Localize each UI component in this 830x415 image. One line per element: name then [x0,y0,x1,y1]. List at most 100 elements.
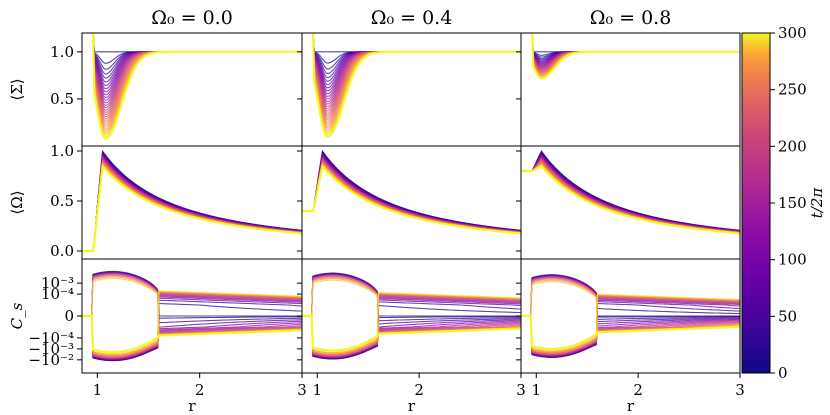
series-line-t72 [312,33,521,89]
series-line-t238 [82,315,302,357]
column-title-1: Ω₀ = 0.4 [371,7,453,29]
colorbar-tick-label: 250 [778,81,807,99]
x-tick-label: 3 [297,381,307,399]
panel-sigma-col2 [516,32,741,147]
colorbar-tick-label: 50 [778,307,797,325]
column-title-2: Ω₀ = 0.8 [590,7,672,29]
column-titles: Ω₀ = 0.0 Ω₀ = 0.4 Ω₀ = 0.8 [151,7,671,29]
series-line-t41 [302,151,521,232]
series-line-t166 [82,293,302,359]
y-tick-label: 10⁻⁴ [41,285,74,303]
series-line-t0 [302,149,521,231]
series-line-t0 [531,33,740,53]
series-group [531,33,740,80]
series-line-t300 [92,33,302,140]
x-tick-label: 2 [195,381,205,399]
series-group [311,33,521,138]
series-line-t124 [82,272,302,317]
panel-grid: 0.51.00.00.51.010⁻³10⁻⁴0−10⁻⁴−10⁻³−10⁻²1… [28,32,745,399]
colorbar-ticks: 0 50 100 150 200 250 300 [770,24,807,382]
panel-cs-col1: 1 2 3 [297,258,526,399]
series-group [82,149,302,253]
series-line-t31 [521,151,740,232]
panel-omega-col2 [516,145,741,260]
series-line-t93 [82,272,302,331]
panel-frame [81,145,303,260]
y-tick-label: 0.5 [50,90,74,108]
series-line-t300 [302,314,521,352]
series-line-t155 [82,273,302,333]
series-line-t0 [521,150,740,231]
series-line-t10 [92,33,302,64]
y-tick-label: 0 [64,307,74,325]
series-line-t10 [302,150,521,231]
series-line-t10 [312,33,521,64]
row-labels: ⟨Σ⟩ ⟨Ω⟩ C_s [8,78,26,329]
panel-cs-col2: 1 2 3 [516,258,745,399]
series-line-t300 [521,164,740,235]
series-line-t300 [531,33,740,80]
series-line-t124 [302,274,521,317]
colorbar-gradient [742,33,770,373]
colorbar-tick-label: 100 [778,251,807,269]
series-line-t155 [521,276,740,330]
row-label-cs: C_s [8,302,26,329]
panel-frame [520,32,741,147]
y-tick-label: −10⁻³ [28,340,74,358]
y-tick-label: 10⁻³ [41,274,74,292]
panel-sigma-col0: 0.5 1.0 [50,32,303,147]
y-tick-label: 1.0 [50,43,74,61]
x-tick-label: 1 [93,381,103,399]
column-title-0: Ω₀ = 0.0 [151,7,233,29]
panel-omega-col0: 0.0 0.5 1.0 [50,142,303,260]
series-line-t124 [521,276,740,317]
series-line-t217 [302,276,521,333]
series-line-t300 [302,163,521,235]
series-line-t93 [312,33,521,95]
panel-frame [520,145,741,260]
x-axis-label: r [627,397,635,415]
row-label-sigma: ⟨Σ⟩ [8,78,26,100]
y-tick-label: 0.5 [50,192,74,210]
series-line-t52 [302,152,521,232]
x-tick-label: 2 [633,381,643,399]
series-line-t52 [521,152,740,232]
series-line-t41 [521,152,740,232]
series-line-t93 [302,273,521,329]
x-axis-label: r [408,397,416,415]
series-group [82,270,302,362]
y-tick-label: −10⁻⁴ [28,329,74,347]
series-line-t300 [82,314,302,354]
y-tick-label: −10⁻² [28,351,74,369]
series-line-t21 [92,33,302,70]
series-group [302,272,521,360]
colorbar: 0 50 100 150 200 250 300 t/2π [741,24,826,382]
x-tick-label: 3 [735,381,745,399]
series-line-t31 [302,151,521,232]
series-line-t300 [521,314,740,350]
x-tick-label: 1 [313,381,323,399]
series-line-t155 [302,275,521,332]
colorbar-label: t/2π [808,187,826,219]
series-line-t93 [521,275,740,327]
x-tick-label: 2 [414,381,424,399]
series-line-t0 [312,33,521,53]
panel-cs-col0: 10⁻³10⁻⁴ 0 −10⁻⁴−10⁻³−10⁻² 1 2 3 [28,258,307,399]
series-line-t21 [312,33,521,70]
series-group [92,33,302,140]
series-line-t10 [521,150,740,231]
x-axis-label: r [188,397,196,415]
series-line-t41 [312,33,521,79]
series-line-t52 [312,33,521,82]
colorbar-tick-label: 150 [778,194,807,212]
series-group [521,150,740,235]
colorbar-tick-label: 200 [778,137,807,155]
colorbar-tick-label: 300 [778,24,807,42]
y-tick-label: 1.0 [50,142,74,160]
series-group [521,274,740,358]
x-tick-label: 1 [532,381,542,399]
series-line-t21 [521,151,740,232]
panel-frame [301,145,522,260]
